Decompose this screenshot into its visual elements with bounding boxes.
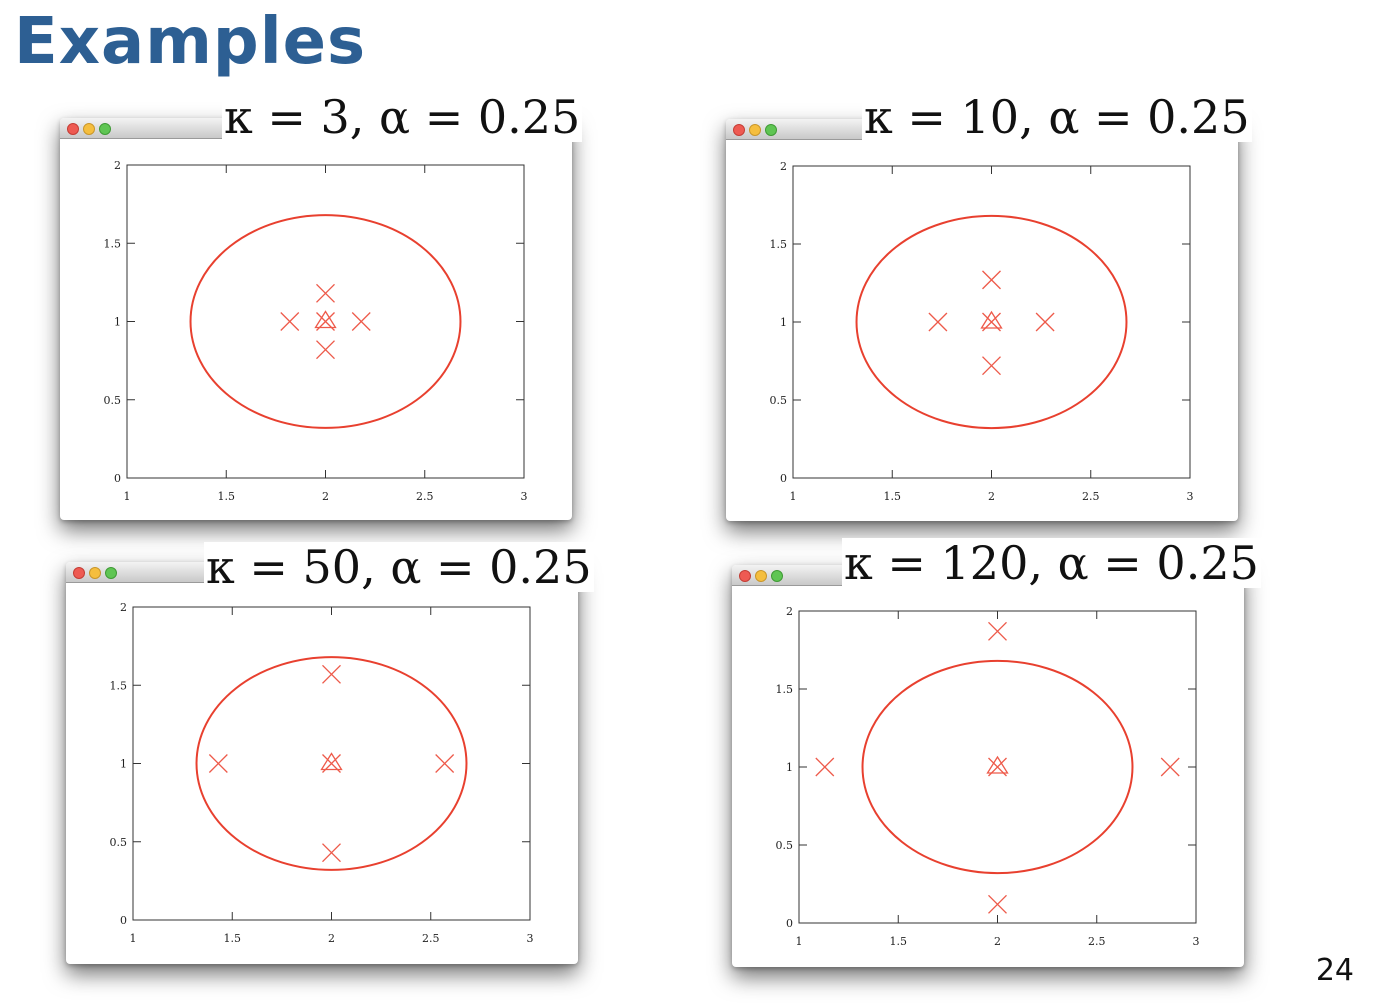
zoom-window-button[interactable] [105,567,117,579]
sigma-point-marker [280,312,300,331]
x-tick-label: 1 [790,490,797,503]
y-tick-label: 1 [786,761,793,774]
covariance-ellipse [861,659,1134,875]
x-tick-label: 2.5 [1088,935,1106,948]
close-window-button[interactable] [67,123,79,135]
sigma-point-marker [988,894,1007,914]
y-tick-label: 2 [114,159,121,172]
sigma-point-marker [982,270,1001,290]
x-tick-label: 3 [1193,935,1200,948]
y-tick-label: 1.5 [776,683,794,696]
sigma-point-marker [316,340,335,360]
sigma-point-marker [815,757,835,777]
sigma-point-marker [1035,312,1055,332]
plot-title: κ = 10, α = 0.25 [862,90,1252,144]
x-tick-label: 2.5 [1082,490,1100,503]
minimize-window-button[interactable] [83,123,95,135]
mean-marker [320,752,343,773]
y-tick-label: 1.5 [104,237,122,250]
y-tick-label: 2 [120,601,127,614]
y-tick-label: 0.5 [776,839,794,852]
x-tick-label: 1.5 [884,490,902,503]
window-titlebar [726,119,864,140]
plot-title: κ = 3, α = 0.25 [222,90,583,144]
x-tick-label: 1.5 [890,935,908,948]
sigma-point-marker [316,283,335,303]
y-tick-label: 0 [786,917,793,930]
window-titlebar [60,118,222,139]
y-tick-label: 0 [120,914,127,927]
x-tick-label: 2 [988,490,995,503]
covariance-ellipse [855,214,1128,430]
y-tick-label: 0 [780,472,787,485]
covariance-ellipse [195,656,468,871]
close-window-button[interactable] [739,570,751,582]
y-tick-label: 1 [780,316,787,329]
plot-window-1: 1 1.5 2 2.5 3 0 0.5 1 1.5 2 [60,118,572,520]
y-tick-label: 0.5 [770,394,788,407]
x-tick-label: 1 [124,490,131,503]
x-tick-label: 2 [322,490,329,503]
minimize-window-button[interactable] [749,124,761,136]
zoom-window-button[interactable] [771,570,783,582]
y-tick-label: 1 [120,758,127,771]
plot-title: κ = 50, α = 0.25 [204,540,594,594]
x-tick-label: 2.5 [422,932,440,945]
plot-title: κ = 120, α = 0.25 [842,536,1261,590]
sigma-point-marker [988,621,1007,641]
sigma-point-marker [982,356,1001,376]
close-window-button[interactable] [733,124,745,136]
minimize-window-button[interactable] [89,567,101,579]
plot-canvas: 1 1.5 2 2.5 3 0 0.5 1 1.5 2 [104,159,528,503]
x-tick-label: 1.5 [218,490,236,503]
x-tick-label: 2 [328,932,335,945]
window-titlebar [732,565,842,586]
plot-canvas: 1 1.5 2 2.5 3 0 0.5 1 1.5 2 [770,160,1194,503]
x-tick-label: 1.5 [224,932,242,945]
sigma-point-marker [1160,757,1180,777]
plot-canvas: 1 1.5 2 2.5 3 0 0.5 1 1.5 2 [776,605,1200,948]
y-tick-label: 2 [786,605,793,618]
sigma-point-marker [351,312,371,331]
minimize-window-button[interactable] [755,570,767,582]
zoom-window-button[interactable] [99,123,111,135]
y-tick-label: 0.5 [110,836,128,849]
y-tick-label: 1.5 [110,679,128,692]
plot-window-2: 1 1.5 2 2.5 3 0 0.5 1 1.5 2 [726,119,1238,521]
covariance-ellipse [189,214,462,429]
sigma-point-marker [322,843,341,863]
x-tick-label: 3 [1187,490,1194,503]
sigma-point-marker [928,312,948,332]
sigma-point-marker [435,754,455,773]
window-titlebar [66,562,206,583]
plot-canvas: 1 1.5 2 2.5 3 0 0.5 1 1.5 2 [110,601,534,945]
plot-window-4: 1 1.5 2 2.5 3 0 0.5 1 1.5 2 [732,565,1244,967]
close-window-button[interactable] [73,567,85,579]
slide-title: Examples [14,5,367,79]
x-tick-label: 1 [130,932,137,945]
x-tick-label: 3 [521,490,528,503]
sigma-point-marker [322,664,341,684]
y-tick-label: 2 [780,160,787,173]
y-tick-label: 1.5 [770,238,788,251]
x-tick-label: 3 [527,932,534,945]
y-tick-label: 1 [114,316,121,329]
mean-marker [314,310,337,331]
x-tick-label: 2.5 [416,490,434,503]
mean-marker [986,755,1009,777]
plot-window-3: 1 1.5 2 2.5 3 0 0.5 1 1.5 2 [66,562,578,964]
mean-marker [980,310,1003,332]
x-tick-label: 2 [994,935,1001,948]
x-tick-label: 1 [796,935,803,948]
page-number: 24 [1315,953,1354,988]
y-tick-label: 0 [114,472,121,485]
zoom-window-button[interactable] [765,124,777,136]
sigma-point-marker [208,754,228,773]
y-tick-label: 0.5 [104,394,122,407]
